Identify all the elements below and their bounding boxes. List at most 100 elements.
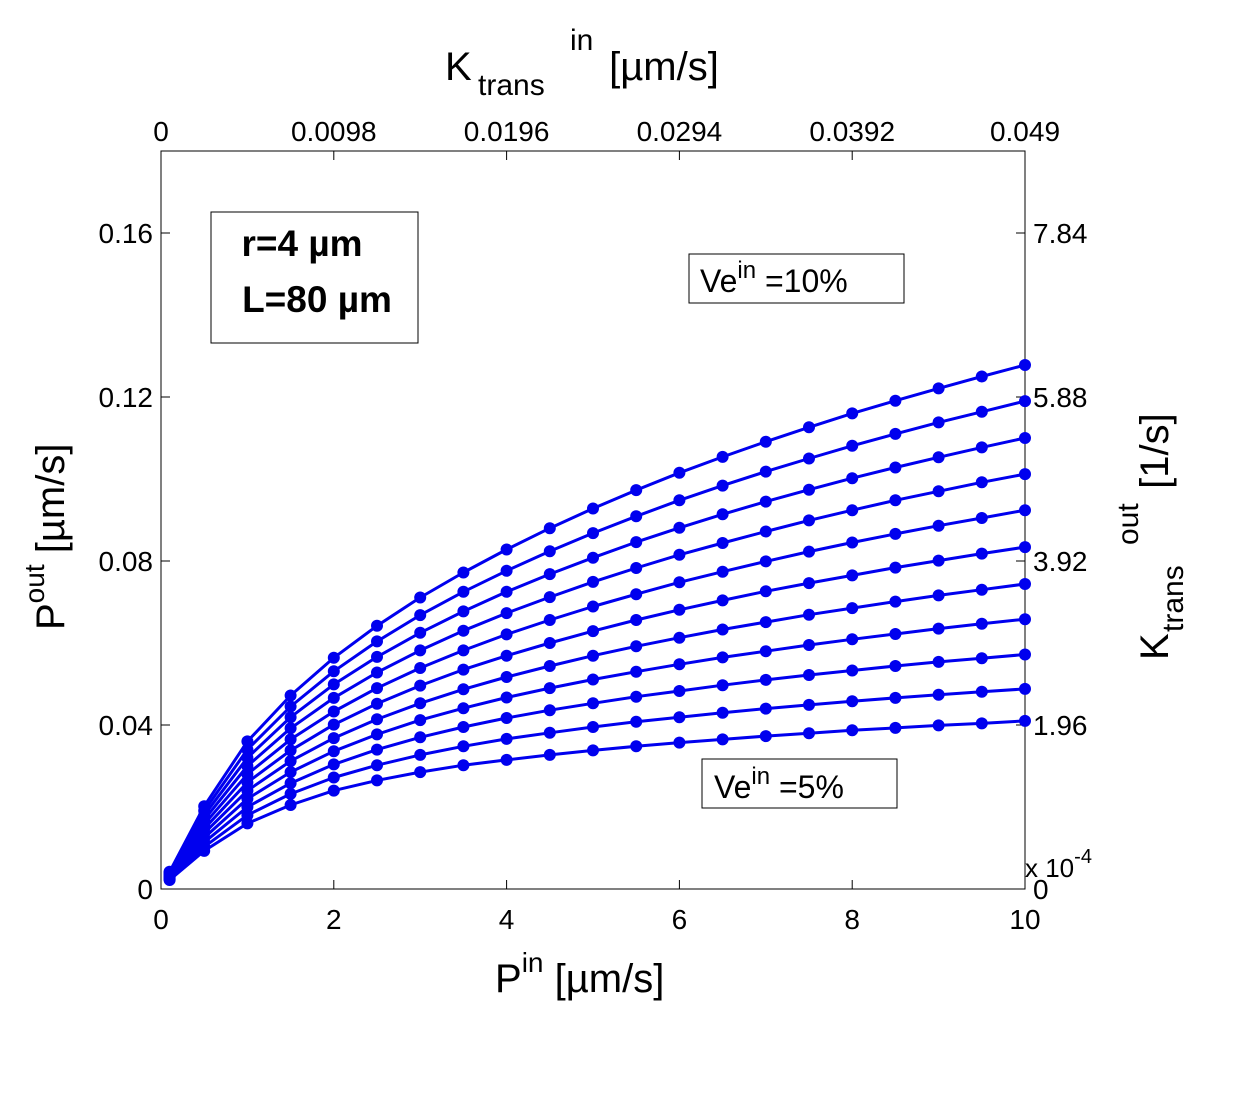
data-point bbox=[975, 617, 988, 630]
data-point bbox=[284, 766, 297, 779]
data-point bbox=[1019, 714, 1031, 727]
data-point bbox=[327, 705, 340, 718]
data-point bbox=[630, 562, 643, 574]
data-point bbox=[932, 382, 945, 395]
data-point bbox=[457, 721, 470, 733]
annotation-top-rest: =10% bbox=[756, 263, 848, 299]
data-point bbox=[803, 698, 815, 711]
x-tick-label: 6 bbox=[672, 904, 688, 935]
data-point bbox=[414, 644, 427, 657]
data-point bbox=[284, 733, 297, 746]
series-group bbox=[163, 613, 1031, 884]
y-axis-label-main: P bbox=[29, 603, 73, 630]
data-point bbox=[587, 502, 599, 515]
data-point bbox=[932, 485, 945, 498]
right-tick-label: 0 bbox=[1033, 874, 1049, 905]
y-axis-label-sup: out bbox=[19, 564, 50, 603]
data-point bbox=[587, 527, 599, 540]
data-point bbox=[241, 735, 254, 748]
data-point bbox=[759, 525, 772, 538]
series-group bbox=[163, 578, 1031, 883]
data-point bbox=[803, 608, 815, 621]
data-point bbox=[1019, 468, 1031, 481]
series-group bbox=[163, 395, 1031, 879]
data-point bbox=[889, 494, 902, 507]
top-axis-label-unit: [µm/s] bbox=[598, 45, 719, 89]
data-point bbox=[975, 476, 988, 489]
data-point bbox=[932, 688, 945, 701]
data-point bbox=[1019, 682, 1031, 695]
data-point bbox=[457, 683, 470, 696]
data-point bbox=[759, 465, 772, 478]
data-point bbox=[587, 721, 599, 733]
data-point bbox=[457, 740, 470, 753]
data-point bbox=[543, 660, 556, 672]
right-tick-label: 7.84 bbox=[1033, 218, 1088, 249]
data-point bbox=[673, 736, 686, 749]
data-point bbox=[716, 651, 729, 664]
right-tick-label: 5.88 bbox=[1033, 382, 1088, 413]
data-point bbox=[889, 595, 902, 608]
data-point bbox=[716, 679, 729, 692]
top-tick-label: 0.0196 bbox=[464, 116, 550, 147]
data-point bbox=[846, 472, 859, 485]
data-point bbox=[500, 649, 513, 662]
data-point bbox=[673, 494, 686, 507]
y-tick-label: 0 bbox=[137, 874, 153, 905]
data-point bbox=[803, 669, 815, 681]
data-point bbox=[543, 522, 556, 535]
data-point bbox=[500, 671, 513, 683]
data-point bbox=[846, 602, 859, 615]
annotation-bottom-main: Ve bbox=[714, 769, 751, 805]
data-point bbox=[543, 614, 556, 626]
data-point bbox=[543, 704, 556, 717]
data-point bbox=[500, 753, 513, 766]
data-point bbox=[1019, 504, 1031, 517]
data-point bbox=[587, 744, 599, 757]
data-point bbox=[803, 514, 815, 527]
data-point bbox=[500, 543, 513, 556]
data-point bbox=[716, 594, 729, 607]
data-point bbox=[630, 640, 643, 653]
data-point bbox=[759, 435, 772, 448]
data-point bbox=[889, 660, 902, 672]
data-point bbox=[284, 711, 297, 724]
data-point bbox=[889, 691, 902, 704]
data-point bbox=[371, 635, 383, 648]
data-point bbox=[371, 697, 383, 710]
data-point bbox=[975, 370, 988, 383]
data-point bbox=[630, 536, 643, 549]
data-point bbox=[284, 722, 297, 735]
data-point bbox=[457, 644, 470, 657]
series-group bbox=[163, 468, 1031, 881]
data-point bbox=[673, 603, 686, 616]
data-point bbox=[889, 427, 902, 440]
data-point bbox=[284, 700, 297, 713]
data-point bbox=[716, 565, 729, 578]
x-axis-label-sup: in bbox=[522, 947, 544, 978]
top-tick-label: 0.0098 bbox=[291, 116, 377, 147]
data-point bbox=[846, 439, 859, 452]
data-point bbox=[587, 625, 599, 638]
data-point bbox=[846, 536, 859, 549]
x-axis-label-main: P bbox=[495, 957, 522, 1001]
data-point bbox=[846, 695, 859, 708]
data-point bbox=[803, 727, 815, 740]
data-point bbox=[759, 616, 772, 629]
x-axis-label-unit: [µm/s] bbox=[543, 957, 664, 1001]
data-point bbox=[803, 545, 815, 558]
data-point bbox=[587, 673, 599, 686]
data-point bbox=[1019, 541, 1031, 554]
data-point bbox=[1019, 432, 1031, 444]
data-point bbox=[414, 714, 427, 727]
x-tick-label: 10 bbox=[1009, 904, 1040, 935]
data-point bbox=[716, 733, 729, 746]
data-point bbox=[932, 416, 945, 429]
right-tick-label: 3.92 bbox=[1033, 546, 1088, 577]
data-point bbox=[284, 777, 297, 790]
top-tick-label: 0 bbox=[153, 116, 169, 147]
x-tick-label: 0 bbox=[153, 904, 169, 935]
data-point bbox=[803, 483, 815, 496]
data-point bbox=[241, 792, 254, 805]
